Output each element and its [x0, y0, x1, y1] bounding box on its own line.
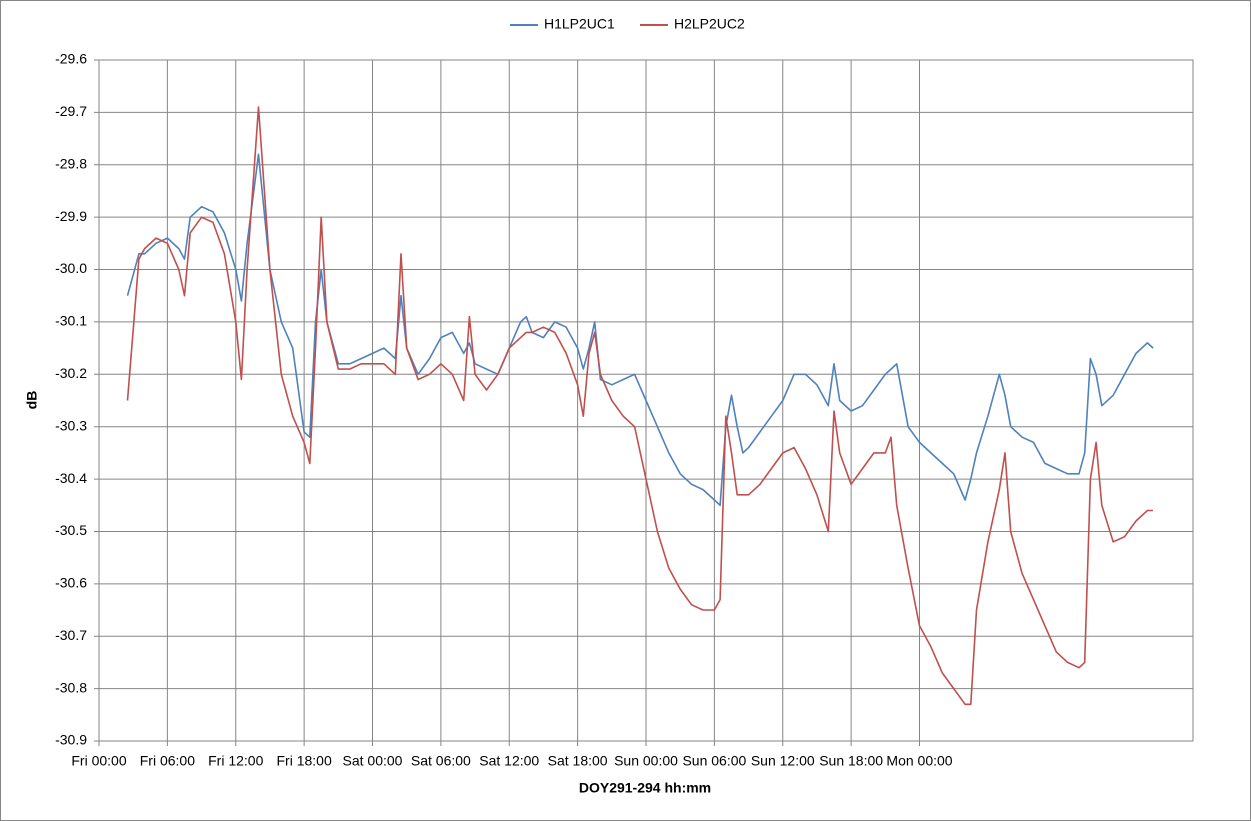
legend-label: H2LP2UC2: [674, 16, 745, 32]
y-tick-label: -30.3: [55, 417, 87, 433]
x-tick-label: Sat 18:00: [548, 753, 608, 769]
series-line: [126, 106, 1154, 706]
y-tick-label: -29.7: [55, 103, 87, 119]
y-tick-label: -29.8: [55, 155, 87, 171]
y-tick-label: -30.8: [55, 679, 87, 695]
y-tick-label: -30.4: [55, 470, 87, 486]
x-tick-label: Fri 06:00: [140, 753, 195, 769]
y-tick-label: -29.9: [55, 208, 87, 224]
y-tick-label: -29.6: [55, 51, 87, 67]
x-tick-label: Sun 06:00: [682, 753, 746, 769]
legend-label: H1LP2UC1: [544, 16, 615, 32]
plot-frame: [98, 59, 1194, 742]
x-tick-label: Mon 00:00: [886, 753, 952, 769]
x-tick-label: Sat 06:00: [411, 753, 471, 769]
y-tick-label: -30.0: [55, 260, 87, 276]
x-tick-label: Sat 12:00: [479, 753, 539, 769]
x-tick-label: Fri 12:00: [208, 753, 263, 769]
x-tick-label: Sat 00:00: [343, 753, 403, 769]
series-line: [126, 153, 1154, 507]
y-tick-label: -30.6: [55, 575, 87, 591]
y-tick-label: -30.2: [55, 365, 87, 381]
y-tick-label: -30.1: [55, 313, 87, 329]
x-tick-label: Sun 00:00: [614, 753, 678, 769]
y-tick-label: -30.5: [55, 522, 87, 538]
y-tick-label: -30.7: [55, 627, 87, 643]
x-axis-title: DOY291-294 hh:mm: [579, 780, 711, 796]
y-axis-title: dB: [24, 391, 40, 410]
x-tick-label: Sun 12:00: [751, 753, 815, 769]
x-tick-label: Fri 00:00: [71, 753, 126, 769]
x-tick-label: Fri 18:00: [277, 753, 332, 769]
x-tick-label: Sun 18:00: [819, 753, 883, 769]
y-tick-label: -30.9: [55, 732, 87, 748]
